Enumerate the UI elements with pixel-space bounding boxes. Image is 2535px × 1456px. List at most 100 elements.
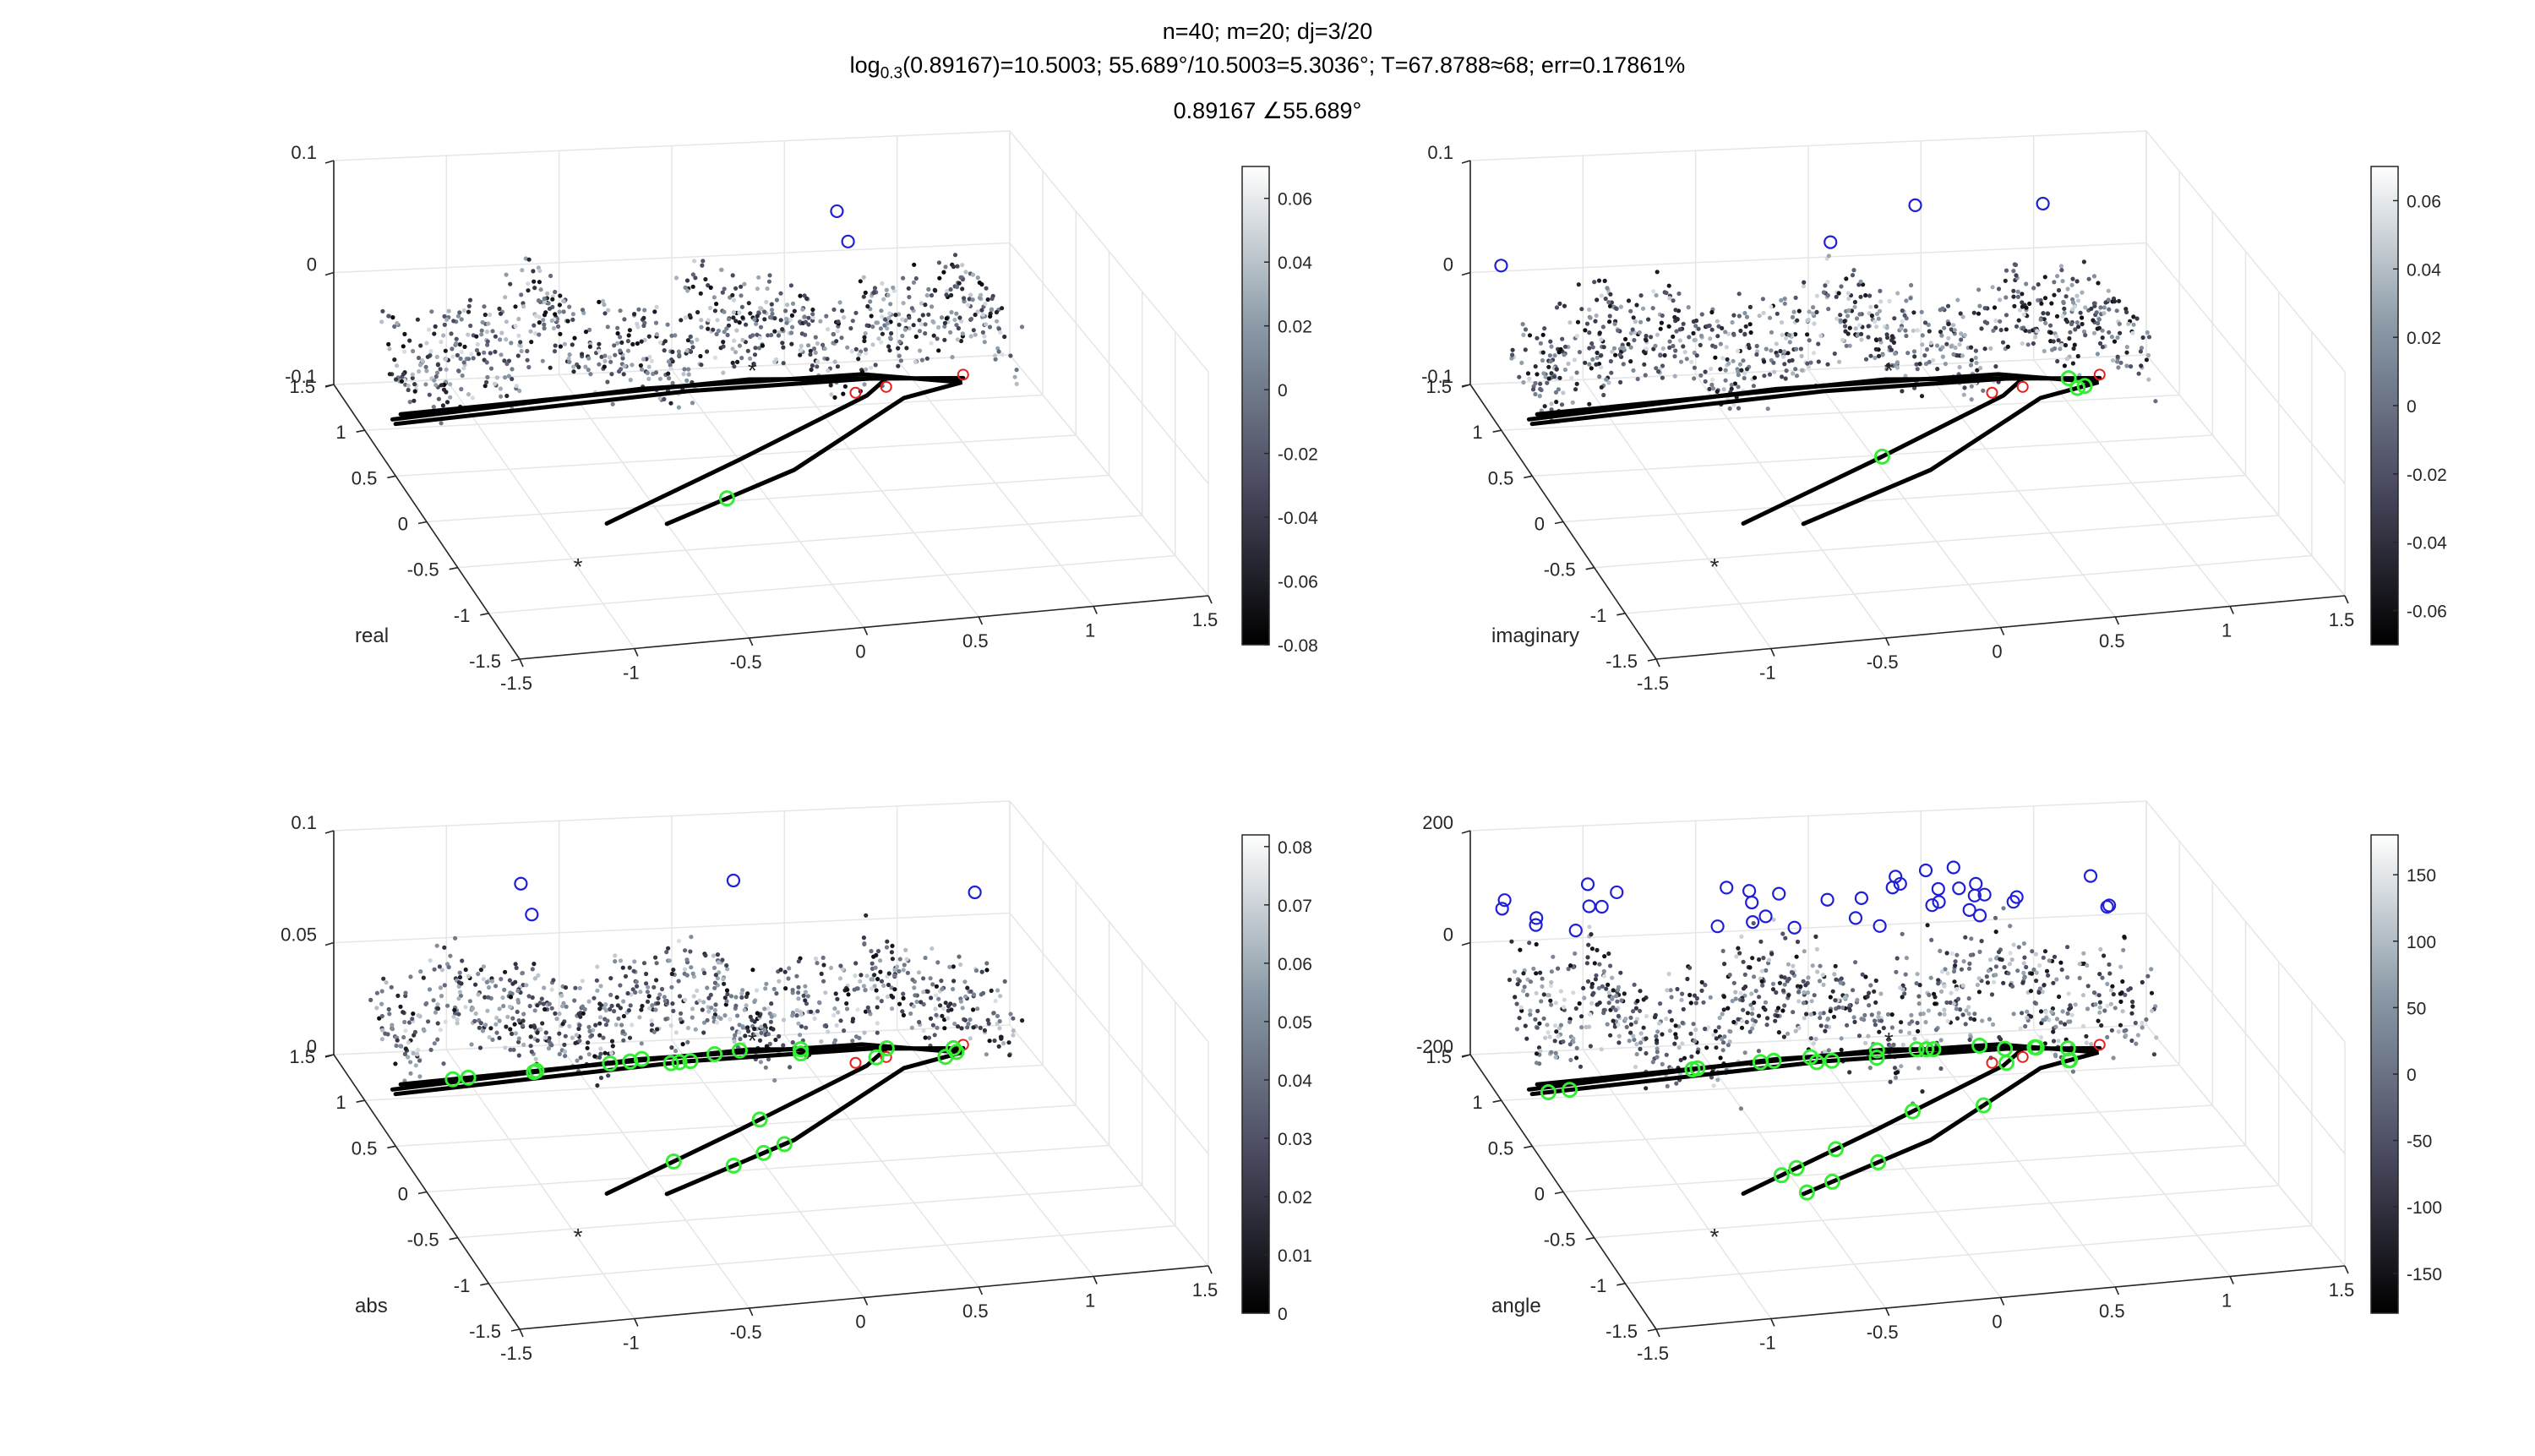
scatter-point [1801,1001,1807,1006]
scatter-point [427,327,432,332]
scatter-point [897,353,902,358]
scatter-point [1951,352,1956,357]
scatter-point [1678,359,1684,364]
scatter-point [1762,374,1767,379]
scatter-point [750,1032,755,1037]
scatter-point [1784,368,1789,374]
scatter-point [421,975,426,980]
scatter-point [2031,286,2036,291]
scatter-point [1616,1022,1621,1028]
scatter-point [1731,358,1736,363]
scatter-point [956,1024,961,1029]
scatter-point [972,992,977,997]
scatter-point [1667,1009,1672,1014]
scatter-point [742,281,747,286]
scatter-point [1749,991,1754,996]
scatter-point [657,992,662,997]
green-circle-marker [1562,1082,1578,1099]
scatter-point [837,976,843,981]
scatter-point [486,995,491,1000]
scatter-point [632,959,637,964]
scatter-point [1964,1008,1969,1013]
scatter-point [1624,1024,1629,1029]
scatter-point [1816,341,1821,346]
scatter-point [902,327,908,332]
scatter-point [1801,979,1806,984]
scatter-point [731,315,736,320]
scatter-point [934,984,939,989]
scatter-point [842,315,847,320]
scatter-point [1900,308,1905,314]
scatter-point [532,976,538,981]
scatter-point [804,1025,809,1030]
scatter-point [559,993,564,998]
scatter-point [1839,1036,1844,1041]
scatter-point [412,389,417,394]
scatter-point [1887,298,1892,303]
scatter-point [1951,1001,1956,1006]
scatter-point [803,319,809,324]
scatter-point [895,964,900,969]
scatter-point [1725,1006,1731,1011]
scatter-point [980,312,985,317]
y-tick [1616,1283,1626,1286]
x-tick-label: 1.5 [2329,1279,2355,1301]
green-circle-marker [1765,1052,1782,1069]
scatter-point [664,950,669,955]
scatter-point [597,1033,602,1038]
scatter-point [1757,314,1762,319]
scatter-point [1976,287,1982,292]
scatter-point [516,1039,521,1044]
scatter-point [402,349,407,354]
scatter-point [1847,343,1852,348]
scatter-point [1921,1012,1926,1017]
scatter-point [597,362,602,367]
scatter-point [647,1006,652,1011]
scatter-point [706,326,711,331]
scatter-point [503,375,508,380]
scatter-point [1643,373,1648,378]
scatter-point [914,999,919,1005]
scatter-point [1607,319,1612,324]
scatter-point [403,1028,408,1033]
scatter-point [1832,972,1837,977]
scatter-point [1703,1026,1708,1032]
scatter-point [1754,343,1759,349]
scatter-point [907,294,912,300]
green-circle-marker [725,1157,742,1174]
scatter-point [2007,962,2013,967]
scatter-point [497,1006,502,1012]
scatter-point [1993,915,1998,920]
scatter-point [639,1007,644,1012]
scatter-point [379,1001,384,1006]
scatter-point [1594,362,1599,367]
scatter-point [401,1034,406,1040]
scatter-point [1644,338,1649,343]
scatter-point [513,1031,519,1036]
scatter-point [610,401,615,406]
scatter-point [1591,990,1596,995]
scatter-point [1540,350,1546,355]
blue-markers [830,204,855,248]
scatter-point [1530,387,1536,392]
scatter-point [2112,339,2118,344]
scatter-point [654,978,659,983]
scatter-point [912,262,917,267]
scatter-point [2047,958,2052,963]
scatter-point [1807,309,1812,314]
scatter-point [653,955,658,960]
scatter-point [1664,291,1669,296]
scatter-point [1721,1040,1726,1045]
scatter-point [1853,960,1858,965]
scatter-point [597,1021,602,1026]
scatter-point [897,339,902,344]
scatter-point [1538,386,1543,391]
scatter-point [439,340,444,345]
scatter-point [794,973,799,979]
scatter-point [1741,959,1746,964]
scatter-point [1927,359,1932,364]
scatter-point [515,353,521,358]
scatter-point [1715,319,1720,324]
blue-circle-marker [1758,909,1773,924]
scatter-point [574,1033,579,1038]
